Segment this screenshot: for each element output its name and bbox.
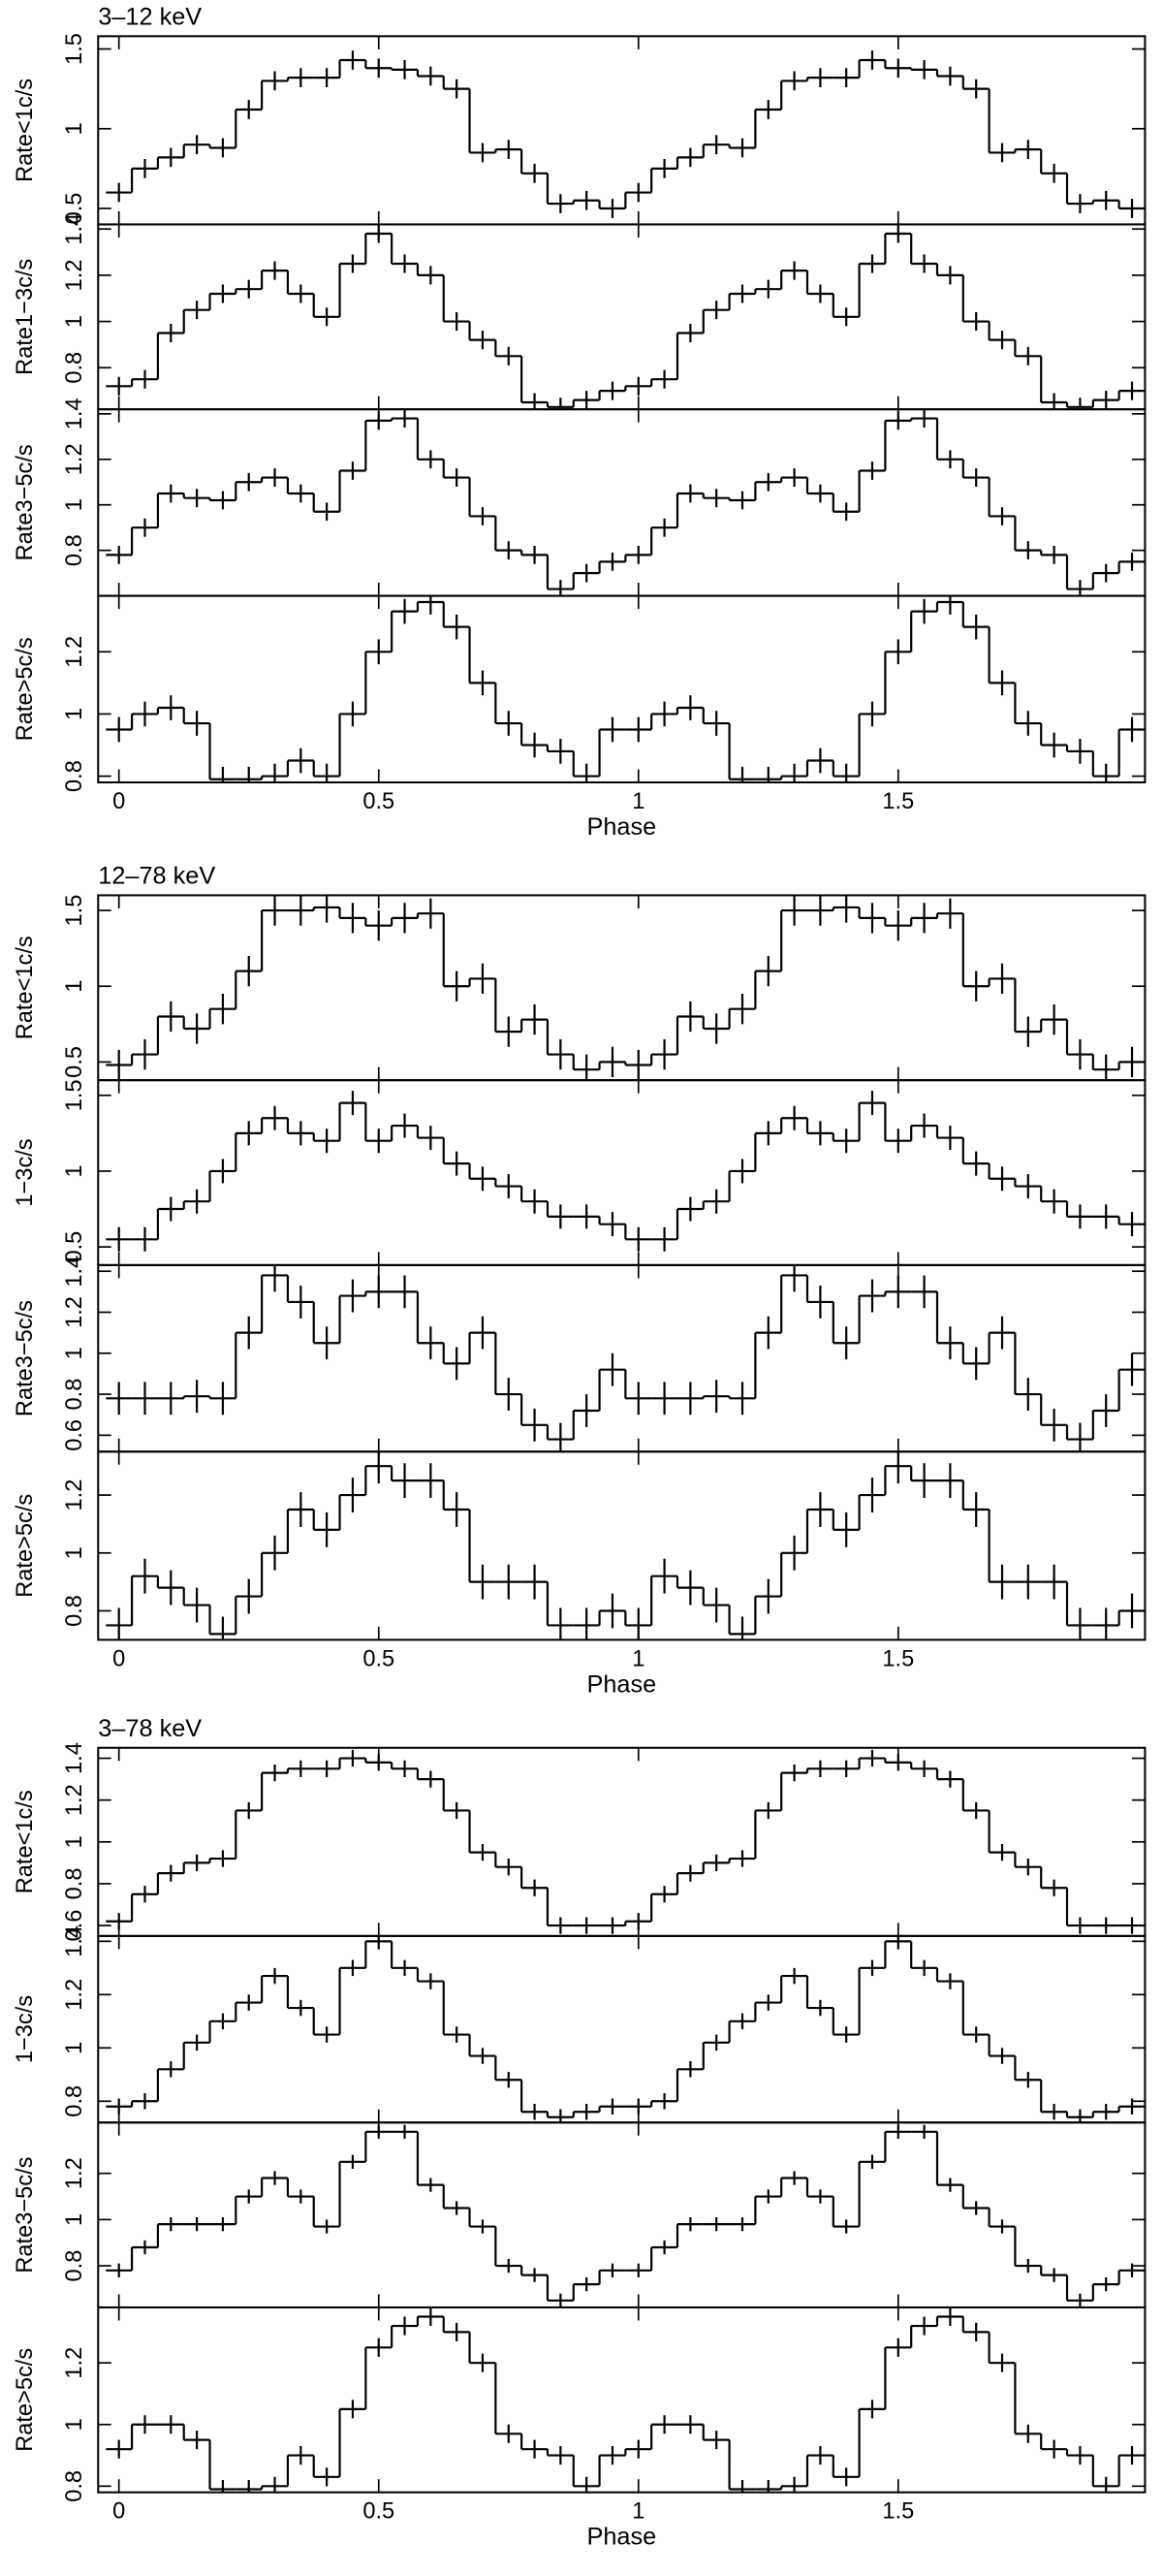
y-axis-label: Rate>5c/s [13,2348,38,2452]
panel [106,1264,1146,1452]
y-tick-label: 1 [62,1347,87,1359]
y-tick-label: 0.8 [62,1379,87,1411]
y-tick-label: 1.2 [62,2157,87,2189]
y-axis-label: Rate<1c/s [13,1790,38,1893]
y-tick-label: 0.8 [62,2250,87,2282]
panel [106,1091,1146,1252]
panel [106,595,1146,782]
panel [106,224,1146,410]
y-tick-label: 1.2 [62,1296,87,1328]
y-tick-label: 1.5 [62,33,87,65]
y-tick-label: 0.5 [62,1231,87,1263]
y-axis-label: Rate3−5c/s [13,444,38,560]
panel-frame [97,594,1147,783]
x-tick-label: 0 [112,1646,125,1671]
y-tick-label: 1.5 [62,895,87,927]
panel [106,2124,1146,2307]
y-tick-label: 1 [62,1546,87,1559]
x-tick-label: 1.5 [882,789,914,814]
y-tick-label: 1 [62,122,87,135]
y-tick-label: 0.6 [62,1910,87,1942]
y-tick-label: 1.2 [62,2347,87,2379]
panel-frame [97,2121,1147,2308]
panel [106,409,1146,596]
y-tick-label: 1.2 [62,259,87,291]
x-tick-label: 0.5 [362,789,394,814]
y-axis-label: 1−3c/s [13,1138,38,1206]
panel [106,1451,1146,1640]
y-tick-label: 1 [62,315,87,328]
y-tick-label: 1 [62,2213,87,2226]
y-tick-label: 0.8 [62,1595,87,1627]
y-tick-label: 1.2 [62,443,87,475]
x-tick-label: 1.5 [882,2499,914,2525]
y-tick-label: 1 [62,2042,87,2054]
y-tick-label: 0.8 [62,760,87,792]
y-axis-label: Rate3−5c/s [13,1300,38,1416]
panel-frame [97,1263,1147,1453]
y-axis-label: Rate<1c/s [13,936,38,1039]
y-tick-label: 1.2 [62,1479,87,1511]
y-tick-label: 1.5 [62,1079,87,1111]
y-axis-label: Rate>5c/s [13,637,38,741]
y-tick-label: 1 [62,708,87,720]
x-tick-label: 1.5 [882,1646,914,1671]
x-tick-label: 0.5 [362,2499,394,2525]
panel [106,2306,1146,2493]
panel-frame [97,35,1147,226]
y-axis-label: Rate>5c/s [13,1494,38,1598]
x-tick-label: 1 [632,2499,644,2525]
y-tick-label: 0.5 [62,1046,87,1078]
y-tick-label: 0.8 [62,1868,87,1900]
y-tick-label: 0.6 [62,1419,87,1451]
panel [106,895,1146,1081]
x-tick-label: 1 [632,1646,644,1671]
y-tick-label: 0.8 [62,2085,87,2117]
panel-frame [97,894,1147,1082]
y-tick-label: 1 [62,1835,87,1848]
panel-frame [97,223,1147,411]
panel [106,50,1146,218]
x-tick-label: 0 [112,789,125,814]
panel-frame [97,2306,1147,2494]
y-tick-label: 1.2 [62,636,87,668]
y-tick-label: 0.5 [62,193,87,225]
x-axis-label: Phase [586,813,656,841]
panel-frame [97,1450,1147,1641]
y-tick-label: 1.2 [62,1784,87,1816]
panel-frame [97,1934,1147,2124]
y-tick-label: 1.4 [62,1925,87,1957]
y-tick-label: 1 [62,980,87,993]
y-tick-label: 0.8 [62,352,87,384]
panel-title: 3–12 keV [98,4,202,31]
x-tick-label: 0.5 [362,1646,394,1671]
panel-frame [97,1746,1147,1937]
y-tick-label: 1.4 [62,1256,87,1288]
panel-frame [97,1079,1147,1266]
y-tick-label: 1.4 [62,213,87,245]
y-tick-label: 1.4 [62,398,87,429]
y-tick-label: 1.4 [62,1742,87,1774]
y-axis-label: Rate<1c/s [13,79,38,182]
y-axis-label: 1−3c/s [13,1995,38,2063]
y-tick-label: 0.8 [62,2470,87,2502]
y-tick-label: 1 [62,498,87,511]
y-axis-label: Rate3−5c/s [13,2157,38,2274]
panel-frame [97,408,1147,597]
y-tick-label: 1 [62,2418,87,2431]
panel [106,1749,1146,1934]
panel-title: 12–78 keV [98,863,215,890]
y-tick-label: 0.8 [62,534,87,566]
x-axis-label: Phase [586,1670,656,1698]
y-tick-label: 1 [62,1164,87,1177]
y-tick-label: 1.2 [62,1979,87,2011]
y-axis-label: Rate1−3c/s [13,259,38,375]
x-axis-label: Phase [586,2524,656,2551]
panel [106,1935,1146,2123]
x-tick-label: 0 [112,2499,125,2525]
panel-title: 3–78 keV [98,1715,202,1742]
x-tick-label: 1 [632,789,644,814]
